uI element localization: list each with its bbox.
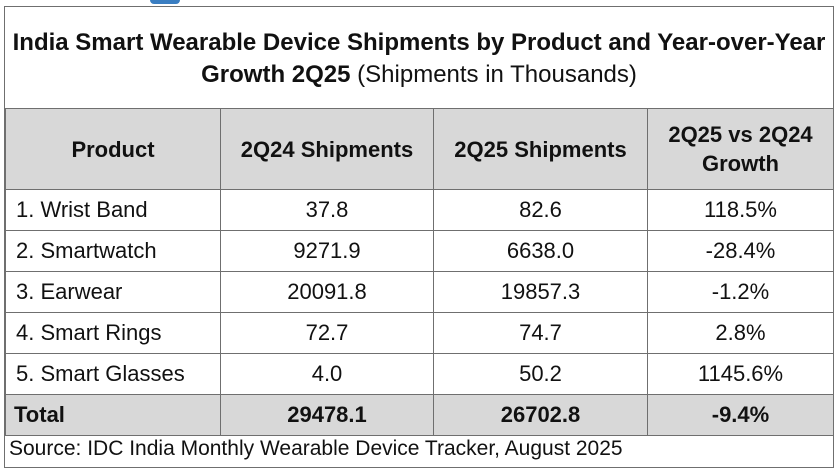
header-growth: 2Q25 vs 2Q24 Growth: [647, 108, 834, 190]
top-strip: [0, 0, 840, 5]
shipments-table: Product 2Q24 Shipments 2Q25 Shipments 2Q…: [5, 108, 834, 436]
cell-growth: -1.2%: [647, 271, 834, 313]
cell-growth: 2.8%: [647, 312, 834, 354]
accent-mark: [150, 0, 180, 4]
total-label: Total: [5, 394, 221, 436]
cell-2q25: 50.2: [433, 353, 648, 395]
cell-2q24: 9271.9: [220, 230, 434, 272]
cell-growth: -28.4%: [647, 230, 834, 272]
total-row: Total 29478.1 26702.8 -9.4%: [5, 394, 834, 436]
cell-product: 5. Smart Glasses: [5, 353, 221, 395]
cell-growth: 118.5%: [647, 189, 834, 231]
cell-2q24: 37.8: [220, 189, 434, 231]
table-row: 1. Wrist Band 37.8 82.6 118.5%: [5, 189, 834, 231]
table-row: 5. Smart Glasses 4.0 50.2 1145.6%: [5, 353, 834, 395]
title-sub: (Shipments in Thousands): [357, 61, 637, 88]
header-product: Product: [5, 108, 221, 190]
cell-product: 2. Smartwatch: [5, 230, 221, 272]
table-row: 4. Smart Rings 72.7 74.7 2.8%: [5, 312, 834, 354]
header-row: Product 2Q24 Shipments 2Q25 Shipments 2Q…: [5, 108, 834, 190]
cell-product: 3. Earwear: [5, 271, 221, 313]
table-row: 3. Earwear 20091.8 19857.3 -1.2%: [5, 271, 834, 313]
table-frame: India Smart Wearable Device Shipments by…: [4, 6, 834, 468]
title-main: India Smart Wearable Device Shipments by…: [12, 29, 826, 88]
cell-2q24: 72.7: [220, 312, 434, 354]
cell-2q25: 6638.0: [433, 230, 648, 272]
total-2q25: 26702.8: [433, 394, 648, 436]
cell-2q25: 82.6: [433, 189, 648, 231]
header-2q25: 2Q25 Shipments: [433, 108, 648, 190]
table-row: 2. Smartwatch 9271.9 6638.0 -28.4%: [5, 230, 834, 272]
cell-product: 1. Wrist Band: [5, 189, 221, 231]
cell-growth: 1145.6%: [647, 353, 834, 395]
cell-product: 4. Smart Rings: [5, 312, 221, 354]
total-growth: -9.4%: [647, 394, 834, 436]
header-2q24: 2Q24 Shipments: [220, 108, 434, 190]
table-title: India Smart Wearable Device Shipments by…: [5, 7, 833, 108]
source-note: Source: IDC India Monthly Wearable Devic…: [9, 437, 623, 460]
cell-2q25: 74.7: [433, 312, 648, 354]
cell-2q25: 19857.3: [433, 271, 648, 313]
cell-2q24: 20091.8: [220, 271, 434, 313]
total-2q24: 29478.1: [220, 394, 434, 436]
cell-2q24: 4.0: [220, 353, 434, 395]
